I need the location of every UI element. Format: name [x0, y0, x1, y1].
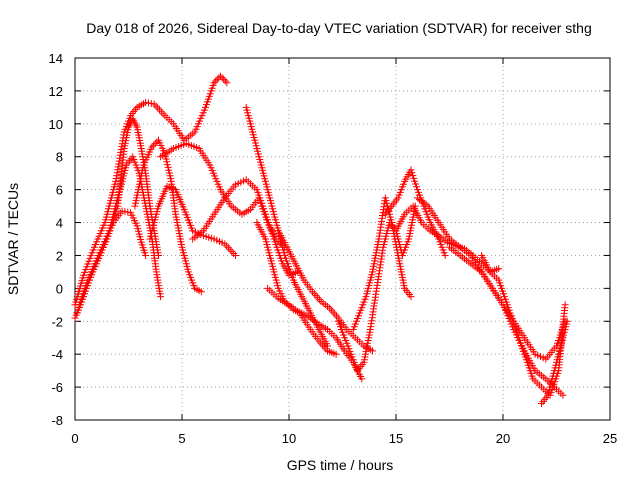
- series-markers: [189, 176, 302, 279]
- series-markers: [71, 207, 150, 322]
- plot-frame: [74, 57, 611, 421]
- y-tick-label: 12: [49, 84, 63, 99]
- y-tick-label: 14: [49, 51, 63, 66]
- series-arc-20: [538, 317, 571, 407]
- y-tick-label: 2: [56, 248, 63, 263]
- series-arc-8: [189, 176, 302, 279]
- y-tick-label: 10: [49, 117, 63, 132]
- y-tick-label: -2: [51, 314, 63, 329]
- series-markers: [334, 202, 419, 375]
- data-points: [71, 72, 571, 407]
- series-markers: [274, 227, 376, 355]
- y-tick-label: -8: [51, 413, 63, 428]
- series-arc-12: [264, 284, 340, 358]
- y-tick-label: 8: [56, 150, 63, 165]
- x-tick-label: 0: [71, 431, 78, 446]
- series-arc-1: [71, 72, 231, 309]
- series-arc-15: [381, 166, 449, 259]
- axis-ticks: 0 5 10 15 20 25 -8 -6 -4 -2 0 2 4 6 8 10 12 14: [49, 51, 618, 446]
- x-tick-label: 15: [389, 431, 403, 446]
- series-arc-14: [349, 194, 415, 333]
- series-arc-5: [131, 136, 205, 296]
- x-tick-label: 25: [603, 431, 617, 446]
- series-arc-13: [334, 202, 419, 375]
- series-markers: [146, 182, 239, 259]
- series-arc-6: [146, 182, 239, 259]
- series-arc-11: [274, 227, 376, 355]
- y-axis-label: SDTVAR / TECUs: [5, 183, 21, 295]
- y-tick-label: 0: [56, 281, 63, 296]
- series-markers: [264, 284, 340, 358]
- y-tick-label: -4: [51, 347, 63, 362]
- y-tick-label: 4: [56, 216, 63, 231]
- chart-title: Day 018 of 2026, Sidereal Day-to-day VTE…: [86, 20, 592, 36]
- series-arc-4: [71, 207, 150, 322]
- x-tick-label: 20: [496, 431, 510, 446]
- x-tick-label: 10: [282, 431, 296, 446]
- series-markers: [349, 194, 415, 333]
- series-markers: [71, 72, 231, 309]
- series-markers: [538, 317, 571, 407]
- series-markers: [131, 136, 205, 296]
- y-tick-label: 6: [56, 183, 63, 198]
- x-tick-label: 5: [178, 431, 185, 446]
- y-tick-label: -6: [51, 380, 63, 395]
- series-markers: [381, 166, 449, 259]
- x-axis-label: GPS time / hours: [287, 457, 394, 473]
